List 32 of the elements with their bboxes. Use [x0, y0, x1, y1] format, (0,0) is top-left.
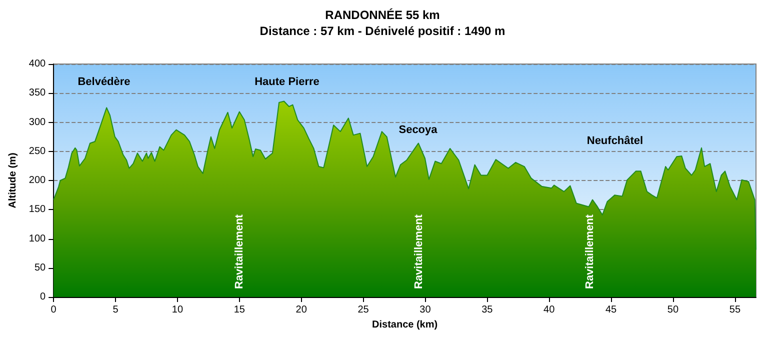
y-tick-label: 350 [28, 88, 46, 99]
y-tick-label: 100 [28, 233, 46, 244]
x-tick-label: 10 [172, 304, 184, 316]
y-tick-label: 250 [28, 146, 46, 157]
y-tick-label: 400 [28, 58, 46, 70]
x-tick-label: 30 [420, 304, 432, 316]
annotation: Ravitaillement [584, 214, 596, 289]
annotation: Haute Pierre [254, 76, 320, 88]
x-tick-label: 5 [112, 304, 119, 316]
y-tick-label: 300 [28, 116, 46, 128]
annotation: Belvédère [78, 76, 130, 88]
x-tick-label: 0 [50, 304, 57, 316]
chart-title: RANDONNÉE 55 km [325, 8, 440, 22]
y-tick-label: 0 [40, 292, 46, 302]
annotation: Neufchâtel [586, 135, 644, 147]
chart-subtitle: Distance : 57 km - Dénivelé positif : 1490 m [260, 24, 506, 38]
y-tick-label: 150 [28, 204, 46, 216]
x-tick-label: 25 [358, 304, 370, 316]
x-axis-title: Distance (km) [372, 319, 438, 330]
y-tick-label: 200 [28, 175, 46, 186]
x-tick-label: 40 [544, 304, 556, 316]
x-tick-label: 15 [234, 304, 246, 316]
x-tick-label: 35 [482, 304, 494, 316]
x-tick-label: 55 [729, 304, 741, 316]
annotation: Secoya [398, 124, 438, 136]
x-tick-label: 50 [667, 304, 679, 316]
x-tick-label: 45 [605, 304, 618, 316]
y-tick-label: 50 [34, 262, 46, 274]
annotation: Ravitaillement [233, 214, 246, 289]
annotation: Ravitaillement [413, 214, 426, 289]
y-axis-title: Altitude (m) [8, 152, 18, 208]
x-tick-label: 20 [296, 304, 308, 316]
